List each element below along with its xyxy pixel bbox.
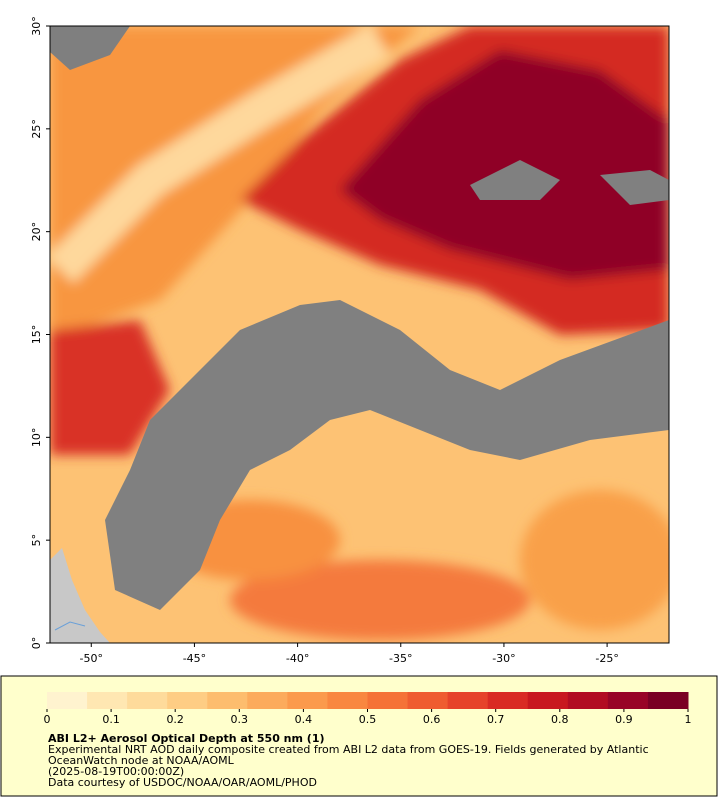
colorbar-bin bbox=[647, 692, 689, 709]
aod-region bbox=[50, 26, 390, 284]
x-tick-label: -30° bbox=[492, 652, 515, 665]
cloud-gap bbox=[600, 170, 669, 205]
cloud-gap bbox=[105, 300, 669, 610]
caption-line: Data courtesy of USDOC/NOAA/OAR/AOML/PHO… bbox=[48, 776, 317, 789]
aod-field bbox=[50, 26, 669, 640]
colorbar-bin bbox=[407, 692, 449, 709]
aod-region bbox=[230, 560, 530, 640]
colorbar-bin bbox=[327, 692, 368, 709]
y-tick-label: 15° bbox=[30, 325, 43, 345]
colorbar-bin bbox=[447, 692, 489, 709]
colorbar-tick-label: 1 bbox=[685, 713, 692, 726]
caption-title: ABI L2+ Aerosol Optical Depth at 550 nm … bbox=[48, 732, 325, 745]
colorbar-tick-label: 0.5 bbox=[359, 713, 377, 726]
y-tick-label: 30° bbox=[30, 16, 43, 36]
aod-region bbox=[520, 490, 669, 630]
aod-region bbox=[340, 50, 669, 280]
colorbar-tick-label: 0.8 bbox=[551, 713, 569, 726]
colorbar-tick-label: 0 bbox=[44, 713, 51, 726]
land bbox=[50, 548, 110, 643]
colorbar-bin bbox=[527, 692, 569, 709]
colorbar-bin bbox=[487, 692, 529, 709]
colorbar-bin bbox=[247, 692, 288, 709]
x-tick-label: -50° bbox=[80, 652, 103, 665]
y-tick-label: 20° bbox=[30, 222, 43, 242]
colorbar-tick-label: 0.9 bbox=[615, 713, 633, 726]
aod-region bbox=[50, 320, 170, 455]
caption-line: (2025-08-19T00:00:00Z) bbox=[48, 765, 184, 778]
colorbar-tick-label: 0.7 bbox=[487, 713, 505, 726]
colorbar-bin bbox=[567, 692, 609, 709]
x-tick-label: -40° bbox=[286, 652, 309, 665]
colorbar-bin bbox=[167, 692, 208, 709]
caption-line: OceanWatch node at NOAA/AOML bbox=[48, 754, 235, 767]
colorbar-tick-label: 0.3 bbox=[231, 713, 249, 726]
colorbar-bin bbox=[207, 692, 248, 709]
colorbar-bin bbox=[127, 692, 168, 709]
x-tick-label: -45° bbox=[183, 652, 206, 665]
y-tick-label: 0° bbox=[30, 637, 43, 650]
colorbar-tick-label: 0.1 bbox=[102, 713, 120, 726]
caption-line: Experimental NRT AOD daily composite cre… bbox=[48, 743, 649, 756]
colorbar-bin bbox=[47, 692, 88, 709]
y-tick-label: 25° bbox=[30, 119, 43, 139]
colorbar-tick-label: 0.6 bbox=[423, 713, 441, 726]
aod-map bbox=[50, 26, 669, 643]
y-tick-label: 10° bbox=[30, 428, 43, 448]
aod-region bbox=[50, 26, 420, 340]
x-tick-label: -25° bbox=[595, 652, 618, 665]
y-tick-label: 5° bbox=[30, 534, 43, 547]
colorbar-tick-label: 0.2 bbox=[166, 713, 184, 726]
river bbox=[54, 621, 86, 631]
cloud-gap bbox=[470, 160, 560, 200]
x-tick-label: -35° bbox=[389, 652, 412, 665]
colorbar-bin bbox=[87, 692, 128, 709]
colorbar-bin bbox=[287, 692, 328, 709]
colorbar-bin bbox=[367, 692, 409, 709]
colorbar-bin bbox=[607, 692, 649, 709]
colorbar-tick-label: 0.4 bbox=[295, 713, 313, 726]
cloud-gap bbox=[50, 26, 130, 70]
